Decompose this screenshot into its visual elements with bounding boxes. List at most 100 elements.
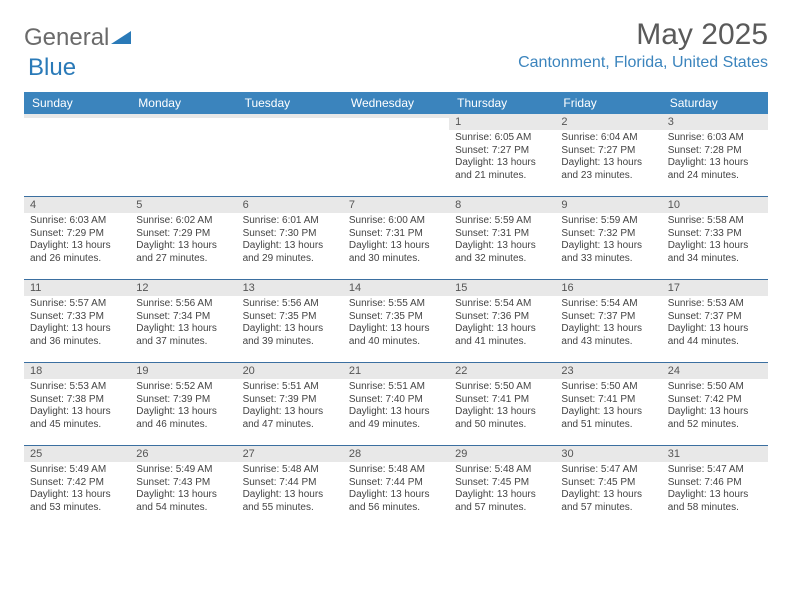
sunrise-text: Sunrise: 5:52 AM: [136, 381, 230, 394]
day-details: Sunrise: 5:47 AMSunset: 7:46 PMDaylight:…: [662, 462, 768, 518]
daylight-text: Daylight: 13 hours and 23 minutes.: [561, 157, 655, 182]
day-cell: 7Sunrise: 6:00 AMSunset: 7:31 PMDaylight…: [343, 197, 449, 279]
sunrise-text: Sunrise: 6:02 AM: [136, 215, 230, 228]
sunset-text: Sunset: 7:38 PM: [30, 394, 124, 407]
day-number: 14: [343, 280, 449, 296]
day-cell: 2 Sunrise: 6:04 AMSunset: 7:27 PMDaylight…: [555, 114, 661, 196]
sunset-text: Sunset: 7:37 PM: [668, 311, 762, 324]
day-number: 13: [237, 280, 343, 296]
daylight-text: Daylight: 13 hours and 46 minutes.: [136, 406, 230, 431]
day-number: 8: [449, 197, 555, 213]
sunrise-text: Sunrise: 5:51 AM: [349, 381, 443, 394]
day-details: Sunrise: 6:03 AMSunset: 7:29 PMDaylight:…: [24, 213, 130, 269]
sunset-text: Sunset: 7:34 PM: [136, 311, 230, 324]
sunset-text: Sunset: 7:42 PM: [668, 394, 762, 407]
day-cell: 25Sunrise: 5:49 AMSunset: 7:42 PMDayligh…: [24, 446, 130, 528]
day-number: 9: [555, 197, 661, 213]
day-cell: 15Sunrise: 5:54 AMSunset: 7:36 PMDayligh…: [449, 280, 555, 362]
sunset-text: Sunset: 7:33 PM: [668, 228, 762, 241]
sunrise-text: Sunrise: 5:51 AM: [243, 381, 337, 394]
sunrise-text: Sunrise: 5:57 AM: [30, 298, 124, 311]
sunrise-text: Sunrise: 6:01 AM: [243, 215, 337, 228]
day-cell: 9Sunrise: 5:59 AMSunset: 7:32 PMDaylight…: [555, 197, 661, 279]
sunset-text: Sunset: 7:27 PM: [455, 145, 549, 158]
day-cell: [237, 114, 343, 196]
day-details: Sunrise: 5:56 AMSunset: 7:34 PMDaylight:…: [130, 296, 236, 352]
day-header: Wednesday: [343, 92, 449, 114]
day-number: 7: [343, 197, 449, 213]
day-header: Saturday: [662, 92, 768, 114]
day-header: Tuesday: [237, 92, 343, 114]
day-details: Sunrise: 5:53 AMSunset: 7:37 PMDaylight:…: [662, 296, 768, 352]
day-number: 17: [662, 280, 768, 296]
day-number: 6: [237, 197, 343, 213]
sunset-text: Sunset: 7:42 PM: [30, 477, 124, 490]
daylight-text: Daylight: 13 hours and 21 minutes.: [455, 157, 549, 182]
day-details: Sunrise: 5:54 AMSunset: 7:36 PMDaylight:…: [449, 296, 555, 352]
day-cell: 4Sunrise: 6:03 AMSunset: 7:29 PMDaylight…: [24, 197, 130, 279]
week-row: 4Sunrise: 6:03 AMSunset: 7:29 PMDaylight…: [24, 196, 768, 279]
day-details: Sunrise: 5:53 AMSunset: 7:38 PMDaylight:…: [24, 379, 130, 435]
sunset-text: Sunset: 7:27 PM: [561, 145, 655, 158]
sunrise-text: Sunrise: 6:03 AM: [668, 132, 762, 145]
day-details: Sunrise: 6:00 AMSunset: 7:31 PMDaylight:…: [343, 213, 449, 269]
day-details: Sunrise: 5:51 AMSunset: 7:40 PMDaylight:…: [343, 379, 449, 435]
day-cell: 22Sunrise: 5:50 AMSunset: 7:41 PMDayligh…: [449, 363, 555, 445]
daylight-text: Daylight: 13 hours and 39 minutes.: [243, 323, 337, 348]
sunrise-text: Sunrise: 6:04 AM: [561, 132, 655, 145]
day-number: 31: [662, 446, 768, 462]
day-details: Sunrise: 5:58 AMSunset: 7:33 PMDaylight:…: [662, 213, 768, 269]
sunrise-text: Sunrise: 5:56 AM: [243, 298, 337, 311]
day-number: 2: [555, 114, 661, 130]
day-number: 4: [24, 197, 130, 213]
week-row: 25Sunrise: 5:49 AMSunset: 7:42 PMDayligh…: [24, 445, 768, 528]
sunrise-text: Sunrise: 5:53 AM: [668, 298, 762, 311]
day-details: Sunrise: 5:48 AMSunset: 7:44 PMDaylight:…: [343, 462, 449, 518]
day-number: 3: [662, 114, 768, 130]
day-details: Sunrise: 5:55 AMSunset: 7:35 PMDaylight:…: [343, 296, 449, 352]
sunset-text: Sunset: 7:43 PM: [136, 477, 230, 490]
daylight-text: Daylight: 13 hours and 53 minutes.: [30, 489, 124, 514]
sunrise-text: Sunrise: 5:47 AM: [668, 464, 762, 477]
day-number: 26: [130, 446, 236, 462]
day-number: 19: [130, 363, 236, 379]
day-cell: 16Sunrise: 5:54 AMSunset: 7:37 PMDayligh…: [555, 280, 661, 362]
sunrise-text: Sunrise: 5:49 AM: [30, 464, 124, 477]
daylight-text: Daylight: 13 hours and 49 minutes.: [349, 406, 443, 431]
daylight-text: Daylight: 13 hours and 36 minutes.: [30, 323, 124, 348]
day-number: 27: [237, 446, 343, 462]
daylight-text: Daylight: 13 hours and 40 minutes.: [349, 323, 443, 348]
day-number: 18: [24, 363, 130, 379]
daylight-text: Daylight: 13 hours and 57 minutes.: [455, 489, 549, 514]
calendar: Sunday Monday Tuesday Wednesday Thursday…: [24, 92, 768, 528]
week-row: 1Sunrise: 6:05 AMSunset: 7:27 PMDaylight…: [24, 114, 768, 196]
sunset-text: Sunset: 7:28 PM: [668, 145, 762, 158]
daylight-text: Daylight: 13 hours and 56 minutes.: [349, 489, 443, 514]
day-cell: 29Sunrise: 5:48 AMSunset: 7:45 PMDayligh…: [449, 446, 555, 528]
logo-text-2: Blue: [28, 54, 76, 81]
day-header: Friday: [555, 92, 661, 114]
sunset-text: Sunset: 7:39 PM: [136, 394, 230, 407]
week-row: 18Sunrise: 5:53 AMSunset: 7:38 PMDayligh…: [24, 362, 768, 445]
sunrise-text: Sunrise: 5:50 AM: [668, 381, 762, 394]
day-cell: 11Sunrise: 5:57 AMSunset: 7:33 PMDayligh…: [24, 280, 130, 362]
daylight-text: Daylight: 13 hours and 34 minutes.: [668, 240, 762, 265]
day-number: 29: [449, 446, 555, 462]
day-number: 23: [555, 363, 661, 379]
day-details: [343, 118, 449, 174]
day-number: 12: [130, 280, 236, 296]
day-cell: 6Sunrise: 6:01 AMSunset: 7:30 PMDaylight…: [237, 197, 343, 279]
daylight-text: Daylight: 13 hours and 50 minutes.: [455, 406, 549, 431]
day-number: 5: [130, 197, 236, 213]
day-details: Sunrise: 6:05 AMSunset: 7:27 PMDaylight:…: [449, 130, 555, 186]
day-cell: [24, 114, 130, 196]
day-cell: 3Sunrise: 6:03 AMSunset: 7:28 PMDaylight…: [662, 114, 768, 196]
day-cell: 20Sunrise: 5:51 AMSunset: 7:39 PMDayligh…: [237, 363, 343, 445]
day-number: 11: [24, 280, 130, 296]
sunrise-text: Sunrise: 5:55 AM: [349, 298, 443, 311]
sunset-text: Sunset: 7:39 PM: [243, 394, 337, 407]
sunset-text: Sunset: 7:37 PM: [561, 311, 655, 324]
daylight-text: Daylight: 13 hours and 58 minutes.: [668, 489, 762, 514]
day-cell: 30Sunrise: 5:47 AMSunset: 7:45 PMDayligh…: [555, 446, 661, 528]
day-cell: 17Sunrise: 5:53 AMSunset: 7:37 PMDayligh…: [662, 280, 768, 362]
